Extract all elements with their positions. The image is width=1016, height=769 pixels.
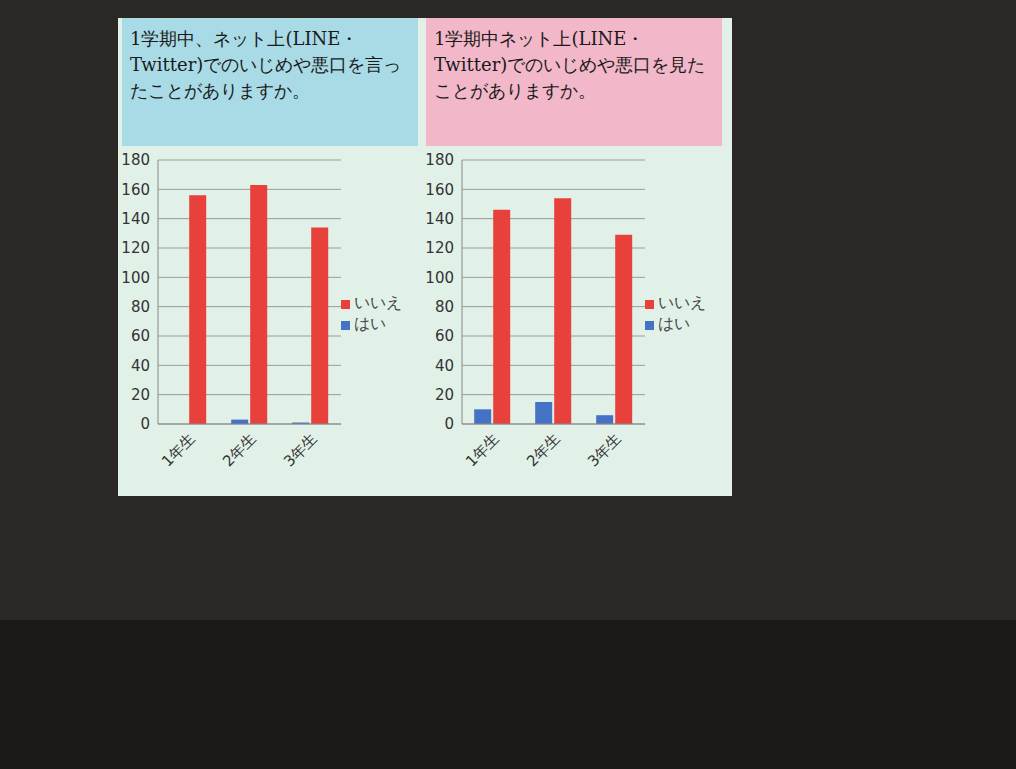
svg-text:160: 160 (425, 181, 454, 199)
svg-text:100: 100 (121, 269, 150, 287)
svg-text:140: 140 (121, 210, 150, 228)
svg-text:100: 100 (425, 269, 454, 287)
svg-text:160: 160 (121, 181, 150, 199)
svg-text:2年生: 2年生 (219, 430, 260, 471)
svg-text:1年生: 1年生 (158, 430, 199, 471)
svg-text:80: 80 (131, 298, 150, 316)
html-text:1学期中、ネット上(LINE・Twitter)でのいじめや悪: 1学期中、ネット上(LINE・Twitter)でのいじめや悪口を言ったことがあり… (130, 28, 402, 101)
svg-text:180: 180 (425, 151, 454, 169)
svg-text:2年生: 2年生 (523, 430, 564, 471)
svg-text:120: 120 (121, 239, 150, 257)
html-text:はい: はい (658, 314, 690, 333)
svg-text:20: 20 (131, 386, 150, 404)
svg-text:3年生: 3年生 (584, 430, 625, 471)
html-text:いいえ: いいえ (658, 293, 706, 312)
html-text:いいえ: いいえ (354, 293, 402, 312)
svg-text:20: 20 (435, 386, 454, 404)
svg-text:3年生: 3年生 (280, 430, 321, 471)
svg-text:40: 40 (435, 357, 454, 375)
html-text:1学期中ネット上(LINE・Twitter)でのいじめや悪口: 1学期中ネット上(LINE・Twitter)でのいじめや悪口を見たことがあります… (434, 28, 706, 101)
svg-text:120: 120 (425, 239, 454, 257)
svg-text:1年生: 1年生 (462, 430, 503, 471)
svg-text:0: 0 (444, 415, 454, 433)
svg-text:60: 60 (131, 327, 150, 345)
svg-text:60: 60 (435, 327, 454, 345)
svg-text:40: 40 (131, 357, 150, 375)
svg-text:140: 140 (425, 210, 454, 228)
svg-text:180: 180 (121, 151, 150, 169)
svg-text:0: 0 (140, 415, 150, 433)
svg-text:80: 80 (435, 298, 454, 316)
html-text:はい: はい (354, 314, 386, 333)
